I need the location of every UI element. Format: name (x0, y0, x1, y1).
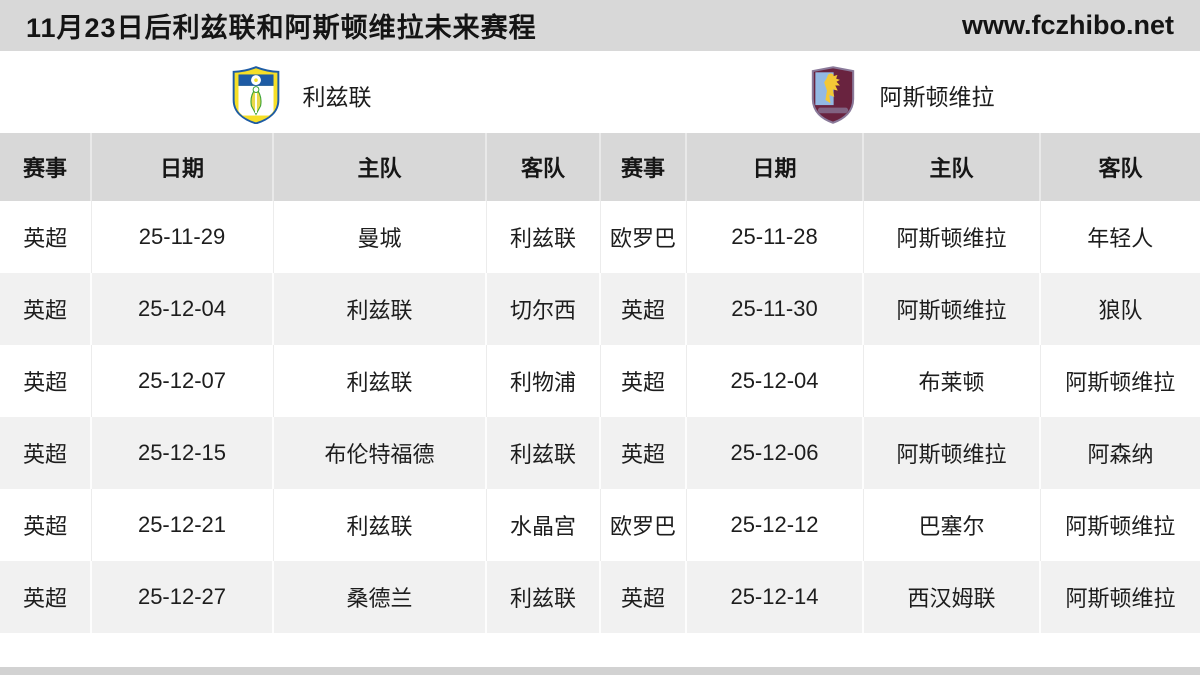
cell-comp: 英超 (600, 345, 687, 417)
aston-villa-crest-icon (806, 66, 860, 124)
cell-comp: 英超 (0, 417, 92, 489)
cell-away: 阿斯顿维拉 (1040, 345, 1200, 417)
fixture-row: 英超 25-12-21 利兹联 水晶宫 欧罗巴 25-12-12 巴塞尔 阿斯顿… (0, 489, 1200, 561)
cell-comp: 英超 (600, 561, 687, 633)
bottom-strip (0, 667, 1200, 675)
fixture-row: 英超 25-12-27 桑德兰 利兹联 英超 25-12-14 西汉姆联 阿斯顿… (0, 561, 1200, 633)
cell-date: 25-12-07 (91, 345, 274, 417)
cell-away: 利兹联 (486, 201, 601, 273)
cell-away: 水晶宫 (486, 489, 601, 561)
cell-home: 桑德兰 (273, 561, 487, 633)
teams-row: 利兹联 阿斯顿维拉 (0, 57, 1200, 133)
fixture-row: 英超 25-11-29 曼城 利兹联 欧罗巴 25-11-28 阿斯顿维拉 年轻… (0, 201, 1200, 273)
cell-away: 年轻人 (1040, 201, 1200, 273)
cell-home: 巴塞尔 (863, 489, 1041, 561)
cell-date: 25-11-30 (686, 273, 864, 345)
cell-comp: 欧罗巴 (600, 489, 687, 561)
fixture-row: 英超 25-12-04 利兹联 切尔西 英超 25-11-30 阿斯顿维拉 狼队 (0, 273, 1200, 345)
leeds-crest-icon (229, 66, 283, 124)
cell-home: 西汉姆联 (863, 561, 1041, 633)
cell-comp: 英超 (0, 489, 92, 561)
cell-comp: 英超 (0, 345, 92, 417)
cell-date: 25-12-06 (686, 417, 864, 489)
cell-comp: 英超 (0, 201, 92, 273)
cell-comp: 英超 (0, 273, 92, 345)
cell-home: 布伦特福德 (273, 417, 487, 489)
cell-home: 利兹联 (273, 273, 487, 345)
cell-away: 狼队 (1040, 273, 1200, 345)
fixture-row: 英超 25-12-15 布伦特福德 利兹联 英超 25-12-06 阿斯顿维拉 … (0, 417, 1200, 489)
team-right: 阿斯顿维拉 (600, 57, 1200, 133)
cell-date: 25-12-21 (91, 489, 274, 561)
team-left-name: 利兹联 (302, 84, 372, 110)
cell-home: 阿斯顿维拉 (863, 417, 1041, 489)
cell-date: 25-11-28 (686, 201, 864, 273)
cell-comp: 欧罗巴 (600, 201, 687, 273)
cell-date: 25-12-14 (686, 561, 864, 633)
col-header-date-left: 日期 (91, 133, 274, 201)
cell-away: 切尔西 (486, 273, 601, 345)
cell-home: 利兹联 (273, 345, 487, 417)
col-header-date-right: 日期 (686, 133, 864, 201)
page-title: 11月23日后利兹联和阿斯顿维拉未来赛程 (26, 13, 537, 43)
site-url[interactable]: www.fczhibo.net (962, 10, 1174, 40)
column-header-row: 赛事 日期 主队 客队 赛事 日期 主队 客队 (0, 133, 1200, 201)
cell-comp: 英超 (600, 417, 687, 489)
col-header-comp-left: 赛事 (0, 133, 92, 201)
footer-spacer (0, 633, 1200, 667)
cell-away: 利兹联 (486, 561, 601, 633)
cell-away: 阿斯顿维拉 (1040, 489, 1200, 561)
col-header-away-left: 客队 (486, 133, 601, 201)
cell-away: 阿斯顿维拉 (1040, 561, 1200, 633)
cell-home: 布莱顿 (863, 345, 1041, 417)
cell-home: 阿斯顿维拉 (863, 273, 1041, 345)
team-right-name: 阿斯顿维拉 (879, 84, 995, 110)
cell-date: 25-12-04 (686, 345, 864, 417)
col-header-home-left: 主队 (273, 133, 487, 201)
cell-home: 利兹联 (273, 489, 487, 561)
team-left: 利兹联 (0, 57, 600, 133)
cell-date: 25-11-29 (91, 201, 274, 273)
cell-date: 25-12-27 (91, 561, 274, 633)
cell-away: 利兹联 (486, 417, 601, 489)
cell-home: 阿斯顿维拉 (863, 201, 1041, 273)
col-header-away-right: 客队 (1040, 133, 1200, 201)
col-header-home-right: 主队 (863, 133, 1041, 201)
cell-date: 25-12-15 (91, 417, 274, 489)
cell-away: 阿森纳 (1040, 417, 1200, 489)
cell-comp: 英超 (600, 273, 687, 345)
fixture-row: 英超 25-12-07 利兹联 利物浦 英超 25-12-04 布莱顿 阿斯顿维… (0, 345, 1200, 417)
cell-comp: 英超 (0, 561, 92, 633)
cell-date: 25-12-12 (686, 489, 864, 561)
cell-away: 利物浦 (486, 345, 601, 417)
fixtures-table: 赛事 日期 主队 客队 赛事 日期 主队 客队 英超 25-11-29 曼城 利… (0, 133, 1200, 633)
cell-home: 曼城 (273, 201, 487, 273)
col-header-comp-right: 赛事 (600, 133, 687, 201)
page-header: 11月23日后利兹联和阿斯顿维拉未来赛程 www.fczhibo.net (0, 0, 1200, 57)
cell-date: 25-12-04 (91, 273, 274, 345)
